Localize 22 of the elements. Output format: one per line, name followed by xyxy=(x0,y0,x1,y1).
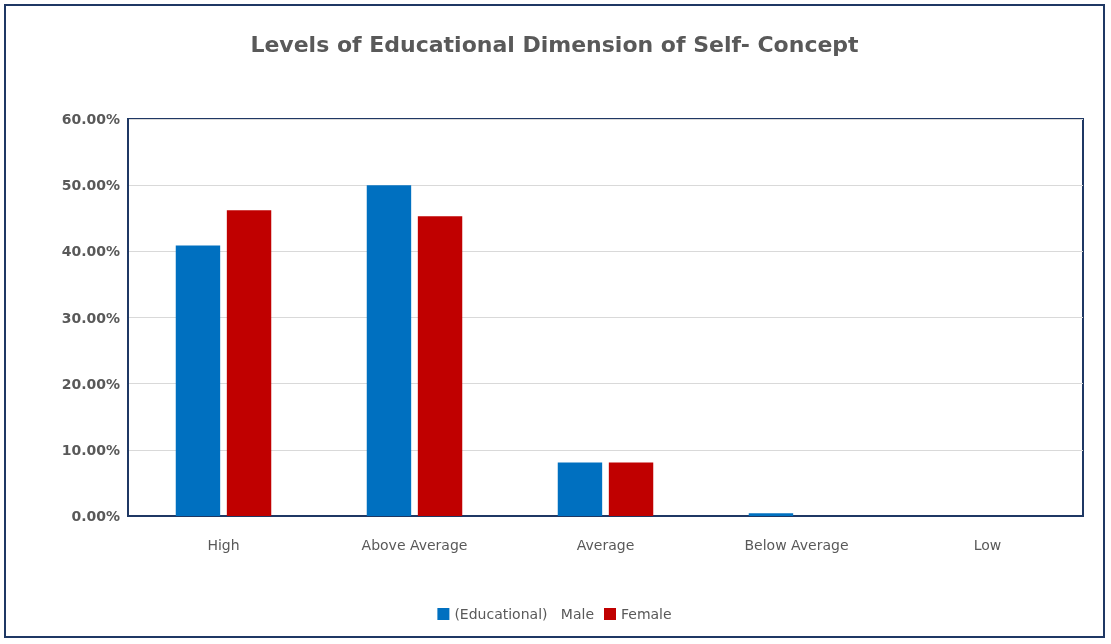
x-tick-label: Above Average xyxy=(361,537,468,553)
x-tick-label: Below Average xyxy=(744,537,849,553)
bar xyxy=(608,462,654,516)
x-tick-label: High xyxy=(207,537,240,553)
y-tick-label: 20.00% xyxy=(61,375,120,392)
y-tick-label: 0.00% xyxy=(71,508,120,524)
bar xyxy=(175,245,221,516)
bar xyxy=(557,462,603,516)
x-tick-label: Average xyxy=(576,537,635,553)
legend-label: Female xyxy=(620,606,672,622)
bar xyxy=(417,216,463,516)
y-tick-label: 50.00% xyxy=(61,177,120,194)
y-tick-label: 10.00% xyxy=(61,441,120,458)
bar xyxy=(366,185,412,516)
y-tick-label: 30.00% xyxy=(61,309,120,326)
y-tick-label: 60.00% xyxy=(61,111,120,127)
bar xyxy=(226,210,272,516)
y-tick-label: 40.00% xyxy=(61,243,120,260)
legend-label: (Educational) Male xyxy=(454,606,594,622)
x-tick-label: Low xyxy=(973,537,1002,553)
chart-title: Levels of Educational Dimension of Self- Concept xyxy=(250,31,860,57)
bar xyxy=(748,513,794,516)
